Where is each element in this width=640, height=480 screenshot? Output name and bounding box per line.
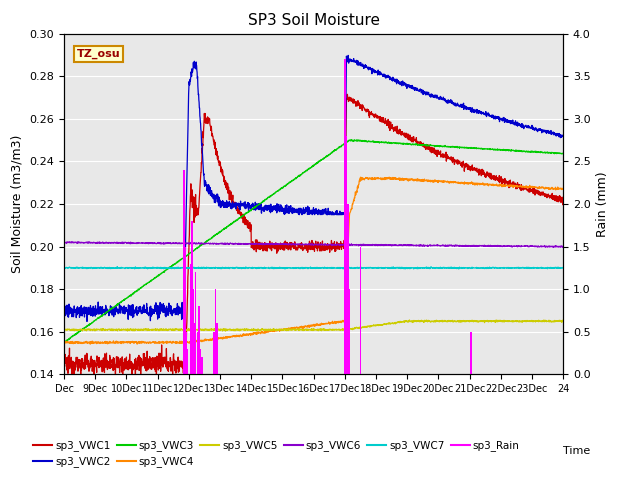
Bar [191,221,193,374]
Y-axis label: Soil Moisture (m3/m3): Soil Moisture (m3/m3) [11,135,24,273]
Y-axis label: Rain (mm): Rain (mm) [596,171,609,237]
Bar [470,332,472,374]
Bar [196,332,198,374]
Bar [360,247,361,374]
Bar [347,204,349,374]
Bar [186,349,188,374]
Bar [214,289,216,374]
Bar [195,272,196,374]
Bar [344,59,346,374]
Bar [346,247,348,374]
Bar [186,332,188,374]
Bar [198,306,200,374]
Bar [189,264,191,374]
Bar [183,170,185,374]
Bar [185,247,186,374]
Bar [213,332,214,374]
Title: SP3 Soil Moisture: SP3 Soil Moisture [248,13,380,28]
Bar [201,357,203,374]
Bar [194,324,195,374]
Text: TZ_osu: TZ_osu [77,49,120,59]
Bar [348,289,349,374]
Bar [345,136,346,374]
Bar [216,324,218,374]
Text: Time: Time [563,445,591,456]
Legend: sp3_VWC1, sp3_VWC2, sp3_VWC3, sp3_VWC4, sp3_VWC5, sp3_VWC6, sp3_VWC7, sp3_Rain: sp3_VWC1, sp3_VWC2, sp3_VWC3, sp3_VWC4, … [29,436,524,471]
Bar [200,349,202,374]
Bar [193,289,195,374]
